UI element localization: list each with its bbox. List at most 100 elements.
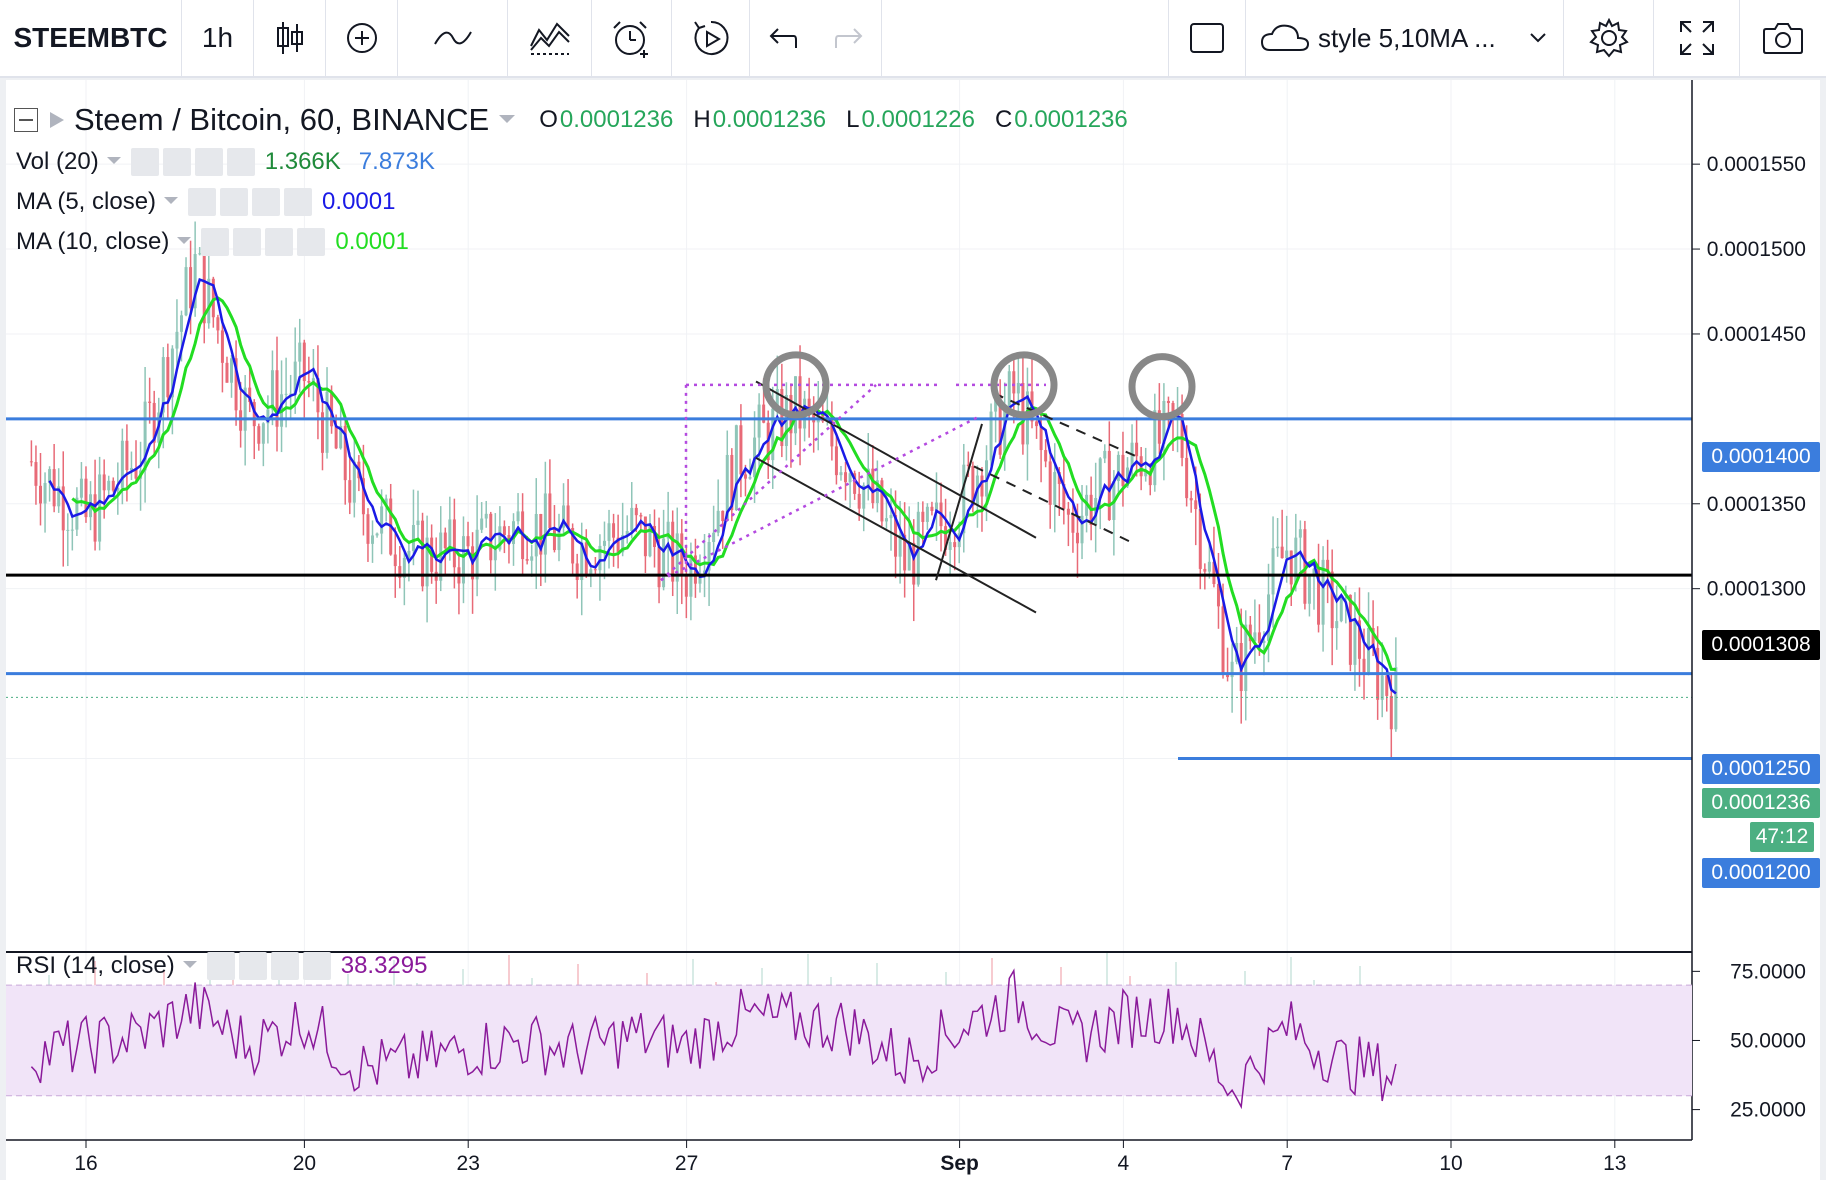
symbol-flag-icon	[50, 112, 64, 128]
candle-body	[1048, 461, 1052, 505]
candle-body	[334, 426, 338, 449]
candle-body	[1221, 606, 1225, 674]
gear-icon[interactable]	[238, 952, 267, 980]
close-value: 0.0001236	[1014, 106, 1128, 133]
ma5-controls[interactable]	[188, 188, 313, 216]
indicators-button[interactable]	[508, 0, 592, 76]
ma10-chevron-icon[interactable]	[177, 237, 192, 247]
candle-body	[129, 467, 133, 471]
candle-body	[657, 546, 661, 588]
close-icon[interactable]	[302, 952, 331, 980]
chart-style-button[interactable]	[254, 0, 326, 76]
candle-body	[1362, 658, 1366, 672]
ma5-chevron-icon[interactable]	[164, 197, 179, 207]
volume-label[interactable]: Vol (20)	[16, 148, 99, 175]
time-tick-label: 4	[1118, 1152, 1130, 1175]
eye-icon[interactable]	[188, 188, 217, 216]
redo-button[interactable]	[816, 0, 882, 76]
candle-body	[29, 461, 33, 463]
chart-layout-button[interactable]: style 5,10MA ...	[1246, 0, 1564, 76]
candle-body	[116, 487, 120, 491]
candle-body	[1207, 561, 1211, 572]
candle-body	[148, 401, 152, 403]
symbol-search-button[interactable]: STEEMBTC	[0, 0, 182, 76]
candle-body	[602, 540, 606, 546]
camera-icon	[1763, 23, 1803, 54]
candle-body	[1321, 559, 1325, 625]
rsi-chevron-icon[interactable]	[182, 961, 197, 971]
time-tick-label: 7	[1281, 1152, 1293, 1175]
gear-icon	[1588, 18, 1629, 58]
candle-body	[1062, 483, 1066, 509]
candle-body	[448, 519, 452, 549]
candle-body	[1335, 621, 1339, 629]
rsi-label[interactable]: RSI (14, close)	[16, 952, 175, 979]
candle-body	[925, 506, 929, 522]
gear-icon[interactable]	[162, 148, 191, 176]
ma10-controls[interactable]	[201, 228, 326, 256]
dashed-upper-line	[993, 392, 1137, 458]
compare-button[interactable]	[398, 0, 508, 76]
plus-icon[interactable]	[270, 952, 299, 980]
candle-body	[421, 520, 425, 587]
candle-body	[848, 473, 852, 483]
settings-button[interactable]	[1564, 0, 1654, 76]
candle-body	[612, 523, 616, 538]
eye-icon[interactable]	[130, 148, 159, 176]
interval-label: 1h	[201, 22, 234, 53]
candle-body	[339, 425, 343, 449]
candle-body	[43, 482, 47, 504]
snapshot-button[interactable]	[1740, 0, 1826, 76]
legend-chevron-icon[interactable]	[499, 115, 516, 125]
candle-body	[102, 474, 106, 491]
candle-body	[343, 425, 347, 481]
collapse-toggle[interactable]	[14, 108, 38, 132]
add-indicator-icon	[346, 23, 377, 53]
candle-body	[1267, 594, 1271, 641]
ma5-label[interactable]: MA (5, close)	[16, 188, 157, 215]
candle-body	[1126, 467, 1130, 487]
interval-button[interactable]: 1h	[182, 0, 254, 76]
candle-body	[216, 317, 220, 331]
candle-body	[34, 462, 38, 486]
candle-body	[762, 404, 766, 423]
plus-icon[interactable]	[265, 228, 294, 256]
close-icon[interactable]	[297, 228, 326, 256]
candle-body	[593, 569, 597, 571]
undo-button[interactable]	[750, 0, 816, 76]
close-icon[interactable]	[284, 188, 313, 216]
candle-body	[1189, 498, 1193, 501]
price-tick-label: 0.0001350	[1707, 493, 1806, 516]
candle-body	[1285, 550, 1289, 559]
chart-area[interactable]: 0.0001550 0.0001500 0.0001450 0.0001350 0.00…	[6, 80, 1820, 1180]
open-value: 0.0001236	[559, 106, 674, 133]
volume-chevron-icon[interactable]	[106, 157, 121, 167]
candle-body	[1016, 382, 1020, 394]
volume-controls[interactable]	[130, 148, 255, 176]
candle-body	[871, 468, 875, 504]
candle-body	[1257, 632, 1261, 643]
candle-body	[79, 478, 83, 498]
candle-body	[798, 376, 802, 429]
close-icon[interactable]	[226, 148, 255, 176]
add-symbol-button[interactable]	[326, 0, 398, 76]
fullscreen-box-button[interactable]	[1168, 0, 1246, 76]
price-chart[interactable]: 0.0001550 0.0001500 0.0001450 0.0001350 0.00…	[6, 80, 1820, 1180]
candle-body	[1039, 426, 1043, 451]
candle-body	[366, 514, 370, 544]
eye-icon[interactable]	[206, 952, 235, 980]
gear-icon[interactable]	[233, 228, 262, 256]
ma10-label[interactable]: MA (10, close)	[16, 228, 170, 255]
candle-body	[1298, 529, 1302, 538]
candle-body	[1262, 640, 1266, 643]
fullscreen-button[interactable]	[1654, 0, 1740, 76]
gear-icon[interactable]	[220, 188, 249, 216]
candle-body	[562, 505, 566, 528]
rsi-controls[interactable]	[206, 952, 331, 980]
replay-button[interactable]	[672, 0, 750, 76]
alert-button[interactable]	[592, 0, 672, 76]
legend-title[interactable]: Steem / Bitcoin, 60, BINANCE	[74, 102, 490, 137]
plus-icon[interactable]	[252, 188, 281, 216]
eye-icon[interactable]	[201, 228, 230, 256]
plus-icon[interactable]	[194, 148, 223, 176]
